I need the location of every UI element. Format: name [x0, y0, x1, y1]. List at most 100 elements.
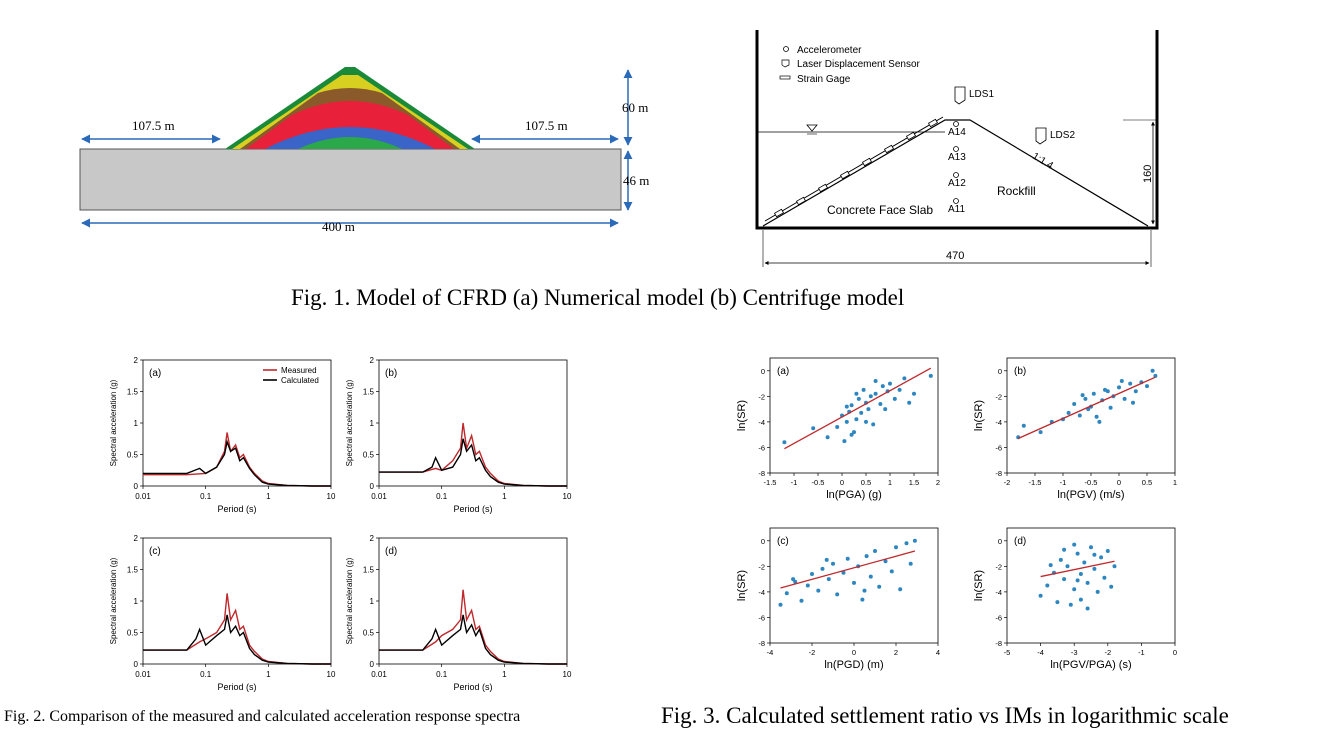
- data-point: [1089, 545, 1093, 550]
- y-tick-label: 0.5: [363, 451, 375, 460]
- data-point: [888, 381, 892, 386]
- lds1-icon: [954, 86, 966, 105]
- data-point: [862, 588, 867, 593]
- panel-label: (b): [385, 368, 397, 379]
- data-point: [852, 430, 856, 435]
- lds2-label: LDS2: [1050, 130, 1075, 141]
- data-point: [1083, 396, 1088, 401]
- panel-label: (a): [777, 366, 789, 377]
- data-point: [820, 566, 825, 571]
- data-point: [1078, 597, 1083, 602]
- x-tick-label: 2: [936, 478, 940, 487]
- data-point: [873, 379, 878, 383]
- foundation-depth-label: 46 m: [623, 173, 649, 188]
- data-point: [1085, 580, 1090, 585]
- plot-frame: [142, 537, 332, 665]
- data-point: [845, 556, 850, 561]
- y-tick-label: 1.5: [363, 566, 375, 575]
- y-tick-label: -8: [995, 469, 1002, 478]
- x-tick-label: 0.1: [436, 670, 448, 679]
- x-axis-label: ln(PGD) (m): [824, 659, 883, 671]
- y-tick-label: 0: [998, 537, 1002, 546]
- data-point: [1078, 572, 1083, 576]
- y-tick-label: 0: [761, 367, 765, 376]
- data-point: [1075, 551, 1080, 556]
- data-point: [1085, 606, 1090, 611]
- data-point: [1080, 393, 1085, 398]
- spectrum-panel: 0.01 0.1 1 10 0 0.5 1 1.5 2 Period (s) Spectral ac…: [109, 534, 336, 692]
- accelerometer-a13: A13: [948, 152, 966, 163]
- x-tick-label: 10: [327, 670, 336, 679]
- x-tick-label: 2: [894, 648, 898, 657]
- data-point: [1108, 405, 1113, 410]
- data-point: [1072, 402, 1077, 406]
- x-tick-label: 1: [266, 492, 271, 501]
- data-point: [1065, 564, 1070, 569]
- fig1-caption: Fig. 1. Model of CFRD (a) Numerical mode…: [291, 285, 905, 310]
- data-point: [868, 394, 873, 399]
- data-point: [880, 384, 885, 389]
- data-point: [871, 422, 876, 427]
- data-point: [1102, 575, 1107, 580]
- data-point: [928, 373, 933, 378]
- y-tick-label: -6: [758, 443, 765, 452]
- data-point: [805, 583, 810, 588]
- spectrum-panel: 0.01 0.1 1 10 0 0.5 1 1.5 2 Period (s) Spectral ac…: [345, 356, 572, 514]
- data-point: [1092, 566, 1097, 571]
- x-tick-label: 0.1: [200, 492, 212, 501]
- data-point: [835, 425, 840, 429]
- y-axis-label: Spectral acceleration (g): [109, 557, 118, 644]
- y-tick-label: 0: [370, 482, 375, 491]
- y-axis-label: Spectral acceleration (g): [345, 379, 354, 466]
- x-tick-label: 1: [888, 478, 892, 487]
- data-point: [1109, 584, 1114, 589]
- y-axis-label: Spectral acceleration (g): [109, 379, 118, 466]
- data-point: [1072, 587, 1077, 592]
- y-tick-label: 0: [370, 660, 375, 669]
- width-label: 470: [946, 250, 964, 262]
- data-point: [816, 588, 821, 593]
- data-point: [864, 419, 868, 424]
- dam-height-label: 60 m: [622, 100, 648, 115]
- y-tick-label: -2: [758, 392, 765, 401]
- data-point: [883, 559, 888, 564]
- fig1-centrifuge-model: Accelerometer Laser Displacement Sensor …: [755, 30, 1159, 267]
- data-point: [861, 387, 866, 392]
- x-tick-label: -2: [809, 648, 816, 657]
- y-tick-label: 0: [998, 367, 1002, 376]
- y-axis-label: ln(SR): [736, 570, 748, 601]
- fit-line: [784, 367, 932, 450]
- x-tick-label: -4: [1037, 648, 1044, 657]
- y-tick-label: -8: [758, 469, 765, 478]
- data-point: [854, 417, 859, 422]
- x-tick-label: 0.1: [436, 492, 448, 501]
- x-tick-label: 0.01: [371, 492, 387, 501]
- data-point: [824, 557, 829, 562]
- data-point: [1131, 400, 1135, 405]
- data-point: [1103, 387, 1107, 392]
- y-tick-label: 2: [370, 356, 375, 365]
- x-tick-label: 1: [502, 670, 507, 679]
- scatter-panel: -2 -1.5 -1 -0.5 0 0.5 1 -8 -6 -4 -2 0 ln(PGV) (m/s) l…: [973, 357, 1177, 501]
- data-point: [782, 440, 787, 445]
- panel-label: (d): [385, 546, 397, 557]
- foundation: [79, 148, 622, 211]
- y-axis-label: ln(SR): [973, 400, 985, 431]
- data-point: [889, 569, 894, 574]
- data-point: [912, 391, 916, 396]
- data-point: [1077, 413, 1082, 418]
- x-tick-label: -1: [791, 478, 798, 487]
- x-tick-label: 1: [502, 492, 507, 501]
- data-point: [1058, 557, 1063, 562]
- data-point: [892, 396, 897, 401]
- data-point: [1094, 414, 1099, 419]
- x-tick-label: 1.5: [909, 478, 919, 487]
- data-point: [1128, 381, 1133, 386]
- x-axis-label: Period (s): [217, 504, 256, 514]
- x-tick-label: -1.5: [764, 478, 777, 487]
- measured-line: [143, 432, 331, 487]
- data-point: [844, 404, 849, 409]
- measured-line: [379, 422, 567, 487]
- panel-label: (b): [1014, 366, 1026, 377]
